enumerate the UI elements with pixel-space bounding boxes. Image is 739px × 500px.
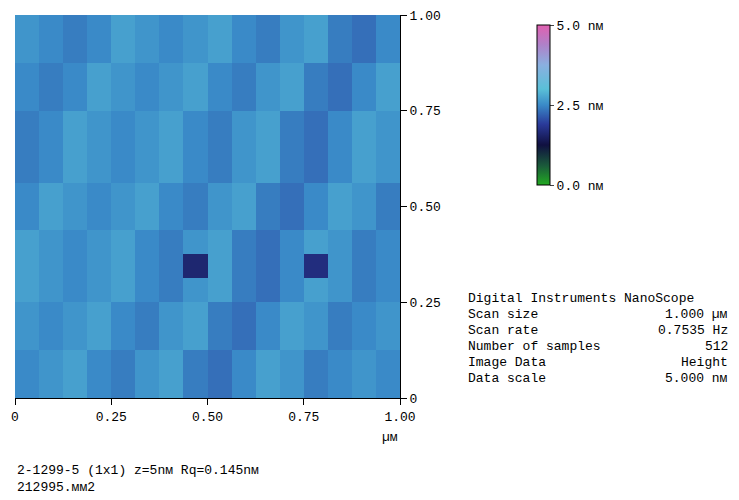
svg-text:5.000 nм: 5.000 nм	[665, 371, 728, 386]
svg-text:0.25: 0.25	[410, 296, 441, 311]
svg-text:512: 512	[705, 339, 728, 354]
svg-text:2-1299-5 (1x1) z=5nм Rq=0.145n: 2-1299-5 (1x1) z=5nм Rq=0.145nм	[17, 463, 259, 478]
svg-text:0.0 nм: 0.0 nм	[557, 179, 604, 194]
svg-text:Scan rate: Scan rate	[468, 323, 538, 338]
svg-text:1.00: 1.00	[410, 9, 441, 24]
svg-text:Number of samples: Number of samples	[468, 339, 601, 354]
svg-text:0.75: 0.75	[288, 410, 319, 425]
svg-text:1.00: 1.00	[384, 410, 415, 425]
svg-text:5.0 nм: 5.0 nм	[557, 19, 604, 34]
svg-text:0.75: 0.75	[410, 104, 441, 119]
svg-text:212995.мм2: 212995.мм2	[17, 480, 95, 495]
svg-text:2.5 nм: 2.5 nм	[557, 99, 604, 114]
svg-text:Data scale: Data scale	[468, 371, 546, 386]
svg-text:0.7535 Hz: 0.7535 Hz	[658, 323, 728, 338]
svg-text:Digital Instruments NanoScope: Digital Instruments NanoScope	[468, 291, 694, 306]
svg-text:µм: µм	[382, 430, 398, 445]
svg-text:0: 0	[11, 410, 19, 425]
svg-text:0.50: 0.50	[192, 410, 223, 425]
svg-text:Scan size: Scan size	[468, 307, 538, 322]
svg-text:0.50: 0.50	[410, 200, 441, 215]
svg-text:0.25: 0.25	[96, 410, 127, 425]
svg-text:Image Data: Image Data	[468, 355, 546, 370]
svg-text:1.000 µм: 1.000 µм	[665, 307, 728, 322]
svg-text:0: 0	[410, 392, 418, 407]
svg-text:Height: Height	[681, 355, 728, 370]
